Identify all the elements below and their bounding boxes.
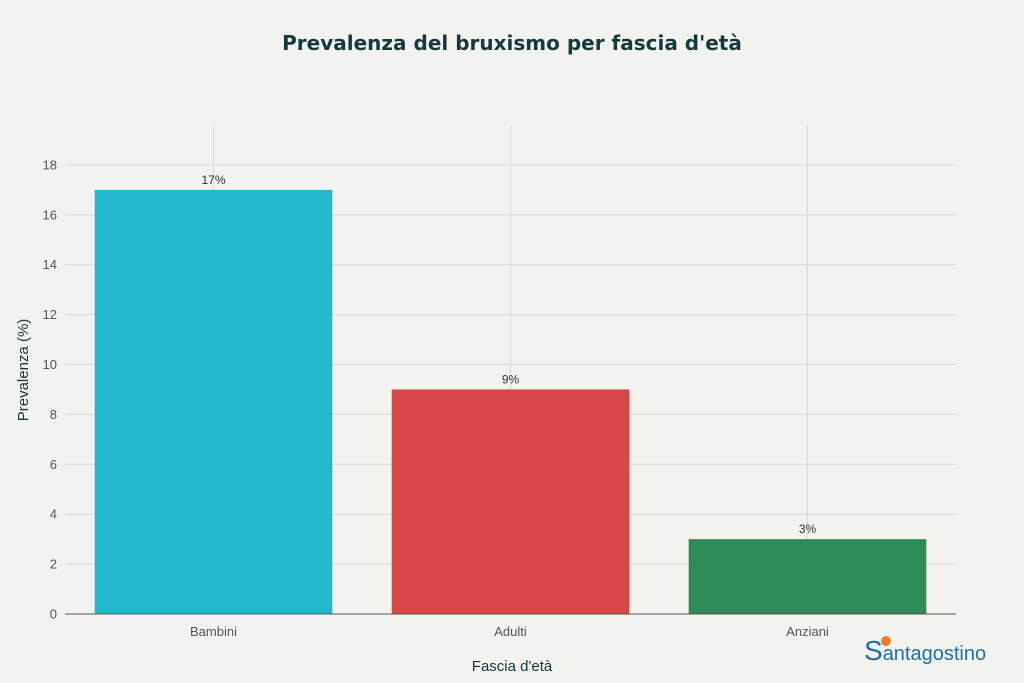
x-tick-label: Anziani	[786, 624, 829, 639]
x-axis-title: Fascia d'età	[472, 658, 553, 675]
y-tick-label: 12	[43, 307, 57, 322]
bar-bambini	[94, 189, 333, 614]
y-tick-label: 16	[43, 207, 57, 222]
y-axis-title: Prevalenza (%)	[15, 319, 32, 422]
x-axis-ticks: Bambini Adulti Anziani	[190, 624, 829, 639]
y-tick-label: 18	[43, 157, 57, 172]
data-label: 17%	[201, 173, 225, 187]
bars	[94, 189, 927, 614]
bar-adulti	[391, 389, 630, 614]
logo-wordmark: Santagostino	[864, 635, 986, 666]
logo-initial: S	[864, 635, 883, 666]
y-tick-label: 8	[50, 407, 57, 422]
logo-rest: antagostino	[883, 643, 986, 665]
y-tick-label: 0	[50, 607, 57, 622]
data-labels: 17% 9% 3%	[201, 173, 816, 536]
y-axis-ticks: 0 2 4 6 8 10 12 14 16 18	[43, 157, 57, 621]
x-tick-label: Adulti	[494, 624, 527, 639]
logo-dot-icon	[881, 636, 891, 646]
data-label: 9%	[502, 372, 520, 386]
bar-anziani	[688, 539, 927, 614]
santagostino-logo: Santagostino	[864, 635, 986, 666]
data-label: 3%	[799, 522, 817, 536]
y-tick-label: 4	[50, 507, 57, 522]
y-tick-label: 14	[43, 257, 57, 272]
y-tick-label: 10	[43, 357, 57, 372]
y-tick-label: 6	[50, 457, 57, 472]
x-tick-label: Bambini	[190, 624, 237, 639]
y-tick-label: 2	[50, 557, 57, 572]
chart-title: Prevalenza del bruxismo per fascia d'età	[282, 31, 742, 55]
